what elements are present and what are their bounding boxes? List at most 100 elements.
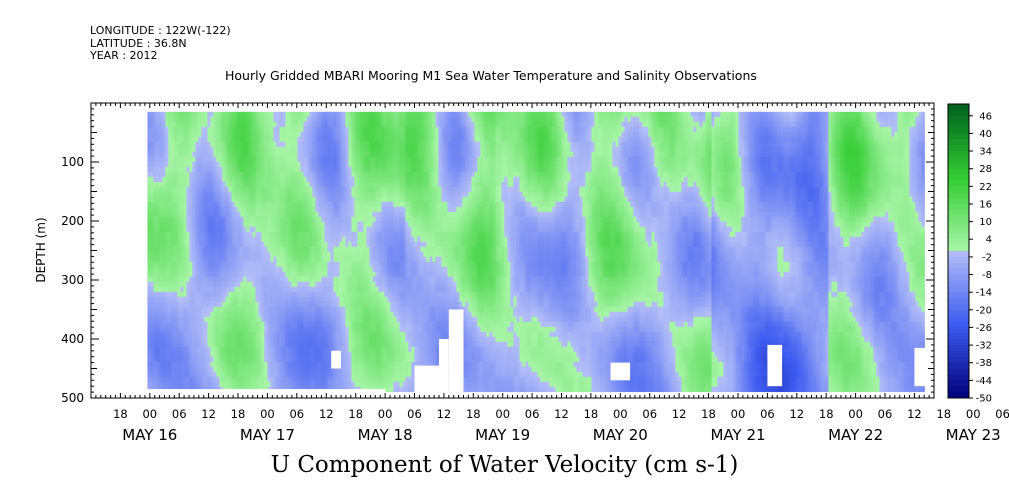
heatmap-cell (252, 126, 256, 133)
heatmap-cell (192, 126, 196, 133)
heatmap-cell (327, 161, 331, 168)
heatmap-cell (177, 301, 181, 308)
heatmap-cell (309, 266, 313, 273)
heatmap-cell (357, 341, 361, 348)
heatmap-cell (240, 261, 244, 268)
heatmap-cell (369, 331, 373, 338)
heatmap-cell (255, 336, 259, 343)
heatmap-cell (276, 176, 280, 183)
heatmap-cell (342, 131, 346, 138)
heatmap-cell (339, 271, 343, 278)
heatmap-cell (156, 346, 160, 353)
heatmap-cell (318, 226, 322, 233)
heatmap-cell (324, 176, 328, 183)
heatmap-cell (342, 151, 346, 158)
heatmap-cell (279, 221, 283, 228)
heatmap-cell (285, 216, 289, 223)
heatmap-cell (360, 286, 364, 293)
heatmap-cell (300, 226, 304, 233)
heatmap-cell (216, 116, 220, 123)
heatmap-cell (168, 366, 172, 373)
heatmap-cell (276, 236, 280, 243)
heatmap-cell (174, 121, 178, 128)
heatmap-cell (243, 181, 247, 188)
heatmap-cell (330, 176, 334, 183)
heatmap-cell (375, 196, 379, 203)
heatmap-cell (195, 331, 199, 338)
heatmap-cell (345, 166, 349, 173)
heatmap-cell (261, 181, 265, 188)
heatmap-cell (255, 356, 259, 363)
heatmap-cell (177, 166, 181, 173)
heatmap-cell (348, 331, 352, 338)
heatmap-cell (222, 301, 226, 308)
heatmap-cell (294, 231, 298, 238)
heatmap-cell (183, 151, 187, 158)
heatmap-cell (387, 161, 391, 168)
heatmap-cell (192, 251, 196, 258)
heatmap-cell (366, 341, 370, 348)
heatmap-cell (150, 276, 154, 283)
heatmap-cell (264, 186, 268, 193)
heatmap-cell (411, 146, 415, 153)
heatmap-cell (312, 326, 316, 333)
heatmap-cell (345, 271, 349, 278)
heatmap-cell (216, 286, 220, 293)
heatmap-cell (303, 236, 307, 243)
heatmap-cell (390, 341, 394, 348)
heatmap-cell (219, 351, 223, 358)
heatmap-cell (183, 361, 187, 368)
heatmap-cell (240, 361, 244, 368)
heatmap-cell (180, 371, 184, 378)
heatmap-cell (279, 201, 283, 208)
heatmap-cell (387, 281, 391, 288)
heatmap-cell (408, 331, 412, 338)
heatmap-cell (210, 351, 214, 358)
heatmap-cell (354, 181, 358, 188)
heatmap-cell (384, 161, 388, 168)
heatmap-cell (396, 151, 400, 158)
heatmap-cell (318, 286, 322, 293)
heatmap-cell (147, 191, 151, 198)
heatmap-cell (291, 251, 295, 258)
heatmap-cell (324, 346, 328, 353)
heatmap-cell (306, 251, 310, 258)
heatmap-cell (399, 306, 403, 313)
heatmap-cell (165, 356, 169, 363)
heatmap-cell (177, 331, 181, 338)
heatmap-cell (228, 316, 232, 323)
heatmap-cell (327, 326, 331, 333)
heatmap-cell (399, 111, 403, 118)
heatmap-cell (369, 366, 373, 373)
heatmap-cell (375, 221, 379, 228)
heatmap-cell (342, 226, 346, 233)
heatmap-cell (267, 221, 271, 228)
heatmap-cell (180, 311, 184, 318)
heatmap-cell (402, 136, 406, 143)
heatmap-cell (198, 151, 202, 158)
heatmap-cell (393, 171, 397, 178)
heatmap-cell (282, 161, 286, 168)
heatmap-cell (354, 186, 358, 193)
heatmap-cell (402, 131, 406, 138)
heatmap-cell (291, 301, 295, 308)
heatmap-cell (270, 326, 274, 333)
heatmap-cell (246, 286, 250, 293)
heatmap-cell (351, 301, 355, 308)
heatmap-cell (201, 326, 205, 333)
heatmap-cell (192, 236, 196, 243)
heatmap-cell (216, 346, 220, 353)
heatmap-cell (294, 121, 298, 128)
heatmap-cell (291, 256, 295, 263)
heatmap-cell (330, 116, 334, 123)
heatmap-cell (249, 131, 253, 138)
heatmap-cell (381, 201, 385, 208)
heatmap-cell (180, 146, 184, 153)
heatmap-cell (156, 326, 160, 333)
heatmap-cell (318, 136, 322, 143)
heatmap-cell (237, 296, 241, 303)
heatmap-cell (381, 291, 385, 298)
heatmap-cell (156, 146, 160, 153)
heatmap-cell (360, 191, 364, 198)
heatmap-cell (288, 311, 292, 318)
